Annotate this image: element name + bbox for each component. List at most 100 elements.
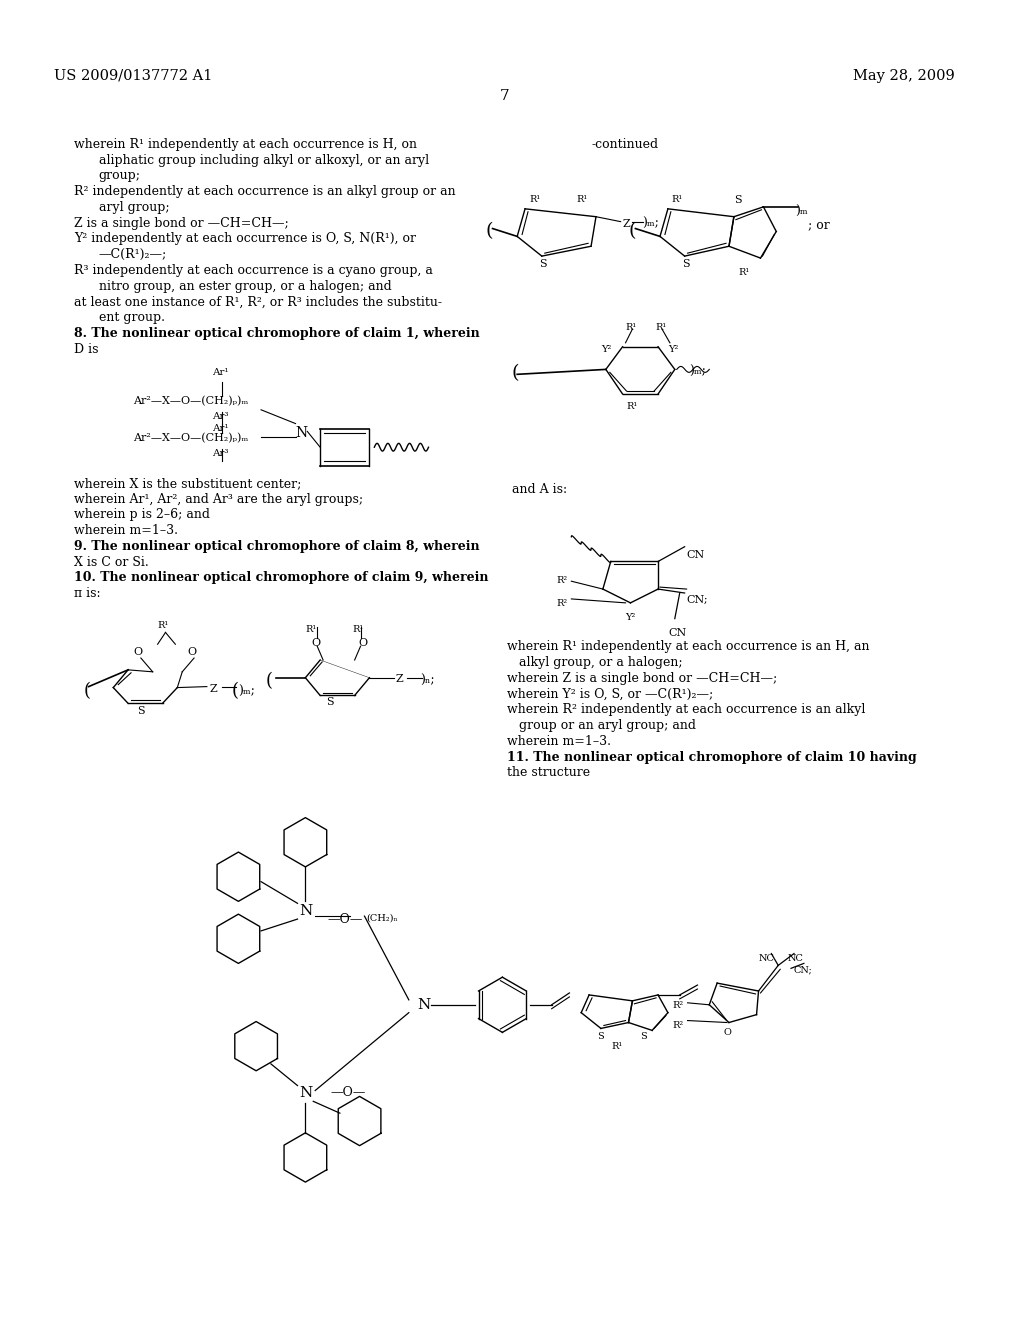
Text: N: N	[296, 425, 307, 440]
Text: )ₘ;: )ₘ;	[689, 364, 707, 378]
Text: N: N	[299, 1086, 312, 1101]
Text: R¹: R¹	[529, 195, 541, 205]
Text: R¹: R¹	[611, 1043, 623, 1051]
Text: Y² independently at each occurrence is O, S, N(R¹), or: Y² independently at each occurrence is O…	[74, 232, 416, 246]
Text: 10. The nonlinear optical chromophore of claim 9, wherein: 10. The nonlinear optical chromophore of…	[74, 572, 488, 585]
Text: O: O	[187, 647, 197, 657]
Text: Z is a single bond or —CH=CH—;: Z is a single bond or —CH=CH—;	[74, 216, 289, 230]
Text: wherein R² independently at each occurrence is an alkyl: wherein R² independently at each occurre…	[507, 704, 865, 717]
Text: group or an aryl group; and: group or an aryl group; and	[507, 719, 696, 733]
Text: D is: D is	[74, 343, 98, 356]
Text: )ₘ: )ₘ	[795, 205, 808, 218]
Text: π is:: π is:	[74, 587, 100, 601]
Text: Y²: Y²	[601, 345, 611, 354]
Text: R² independently at each occurrence is an alkyl group or an: R² independently at each occurrence is a…	[74, 185, 456, 198]
Text: CN;: CN;	[687, 595, 709, 605]
Text: O: O	[358, 639, 368, 648]
Text: R¹: R¹	[577, 195, 588, 205]
Text: R³ independently at each occurrence is a cyano group, a: R³ independently at each occurrence is a…	[74, 264, 433, 277]
Text: (: (	[84, 681, 91, 700]
Text: May 28, 2009: May 28, 2009	[853, 69, 954, 83]
Text: 8. The nonlinear optical chromophore of claim 1, wherein: 8. The nonlinear optical chromophore of …	[74, 327, 479, 341]
Text: R¹: R¹	[305, 624, 316, 634]
Text: X is C or Si.: X is C or Si.	[74, 556, 148, 569]
Text: R²: R²	[673, 1001, 684, 1010]
Text: R¹: R¹	[739, 268, 750, 277]
Text: 9. The nonlinear optical chromophore of claim 8, wherein: 9. The nonlinear optical chromophore of …	[74, 540, 479, 553]
Text: )ₘ;: )ₘ;	[642, 216, 659, 230]
Text: Ar²—X—O—(CH₂)ₚ)ₘ: Ar²—X—O—(CH₂)ₚ)ₘ	[133, 396, 248, 407]
Text: S: S	[734, 195, 741, 205]
Text: R¹: R¹	[655, 323, 667, 333]
Text: O: O	[133, 647, 142, 657]
Text: Z: Z	[623, 219, 630, 228]
Text: wherein R¹ independently at each occurrence is H, on: wherein R¹ independently at each occurre…	[74, 137, 417, 150]
Text: 7: 7	[500, 88, 509, 103]
Text: wherein m=1–3.: wherein m=1–3.	[507, 735, 611, 748]
Text: wherein Ar¹, Ar², and Ar³ are the aryl groups;: wherein Ar¹, Ar², and Ar³ are the aryl g…	[74, 492, 362, 506]
Text: Y²: Y²	[668, 345, 678, 354]
Text: N: N	[417, 998, 430, 1012]
Text: ; or: ; or	[808, 219, 829, 232]
Text: wherein X is the substituent center;: wherein X is the substituent center;	[74, 477, 301, 490]
Text: S: S	[597, 1032, 604, 1041]
Text: —O—: —O—	[327, 913, 362, 927]
Text: R¹: R¹	[157, 620, 168, 630]
Text: aliphatic group including alkyl or alkoxyl, or an aryl: aliphatic group including alkyl or alkox…	[98, 153, 429, 166]
Text: S: S	[682, 259, 689, 269]
Text: wherein R¹ independently at each occurrence is an H, an: wherein R¹ independently at each occurre…	[507, 640, 869, 653]
Text: wherein Z is a single bond or —CH=CH—;: wherein Z is a single bond or —CH=CH—;	[507, 672, 777, 685]
Text: R¹: R¹	[626, 323, 637, 333]
Text: 11. The nonlinear optical chromophore of claim 10 having: 11. The nonlinear optical chromophore of…	[507, 751, 918, 764]
Text: (: (	[266, 672, 273, 690]
Text: R¹: R¹	[627, 401, 638, 411]
Text: (CH₂)ₙ: (CH₂)ₙ	[367, 913, 398, 923]
Text: alkyl group, or a halogen;: alkyl group, or a halogen;	[507, 656, 683, 669]
Text: Z: Z	[396, 673, 403, 684]
Text: group;: group;	[98, 169, 140, 182]
Text: Ar¹: Ar¹	[212, 424, 228, 433]
Text: S: S	[327, 697, 334, 708]
Text: )ₙ;: )ₙ;	[421, 673, 435, 686]
Text: R²: R²	[557, 577, 567, 585]
Text: (: (	[629, 222, 636, 240]
Text: NC: NC	[759, 953, 774, 962]
Text: (: (	[485, 222, 494, 240]
Text: R²: R²	[673, 1020, 684, 1030]
Text: Ar³: Ar³	[212, 449, 228, 458]
Text: (: (	[511, 364, 519, 383]
Text: )ₘ;: )ₘ;	[239, 685, 255, 698]
Text: O: O	[311, 639, 321, 648]
Text: O: O	[723, 1028, 731, 1038]
Text: Ar³: Ar³	[212, 412, 228, 421]
Text: Y²: Y²	[626, 612, 636, 622]
Text: at least one instance of R¹, R², or R³ includes the substitu-: at least one instance of R¹, R², or R³ i…	[74, 296, 442, 309]
Text: US 2009/0137772 A1: US 2009/0137772 A1	[54, 69, 213, 83]
Text: S: S	[640, 1032, 647, 1041]
Text: NC: NC	[788, 953, 804, 962]
Text: Z: Z	[210, 684, 217, 693]
Text: nitro group, an ester group, or a halogen; and: nitro group, an ester group, or a haloge…	[98, 280, 391, 293]
Text: wherein p is 2–6; and: wherein p is 2–6; and	[74, 508, 210, 521]
Text: (: (	[231, 681, 239, 700]
Text: Ar²—X—O—(CH₂)ₚ)ₘ: Ar²—X—O—(CH₂)ₚ)ₘ	[133, 433, 248, 444]
Text: CN: CN	[687, 549, 705, 560]
Text: wherein m=1–3.: wherein m=1–3.	[74, 524, 178, 537]
Text: ent group.: ent group.	[98, 312, 165, 325]
Text: S: S	[137, 706, 144, 717]
Text: CN: CN	[668, 628, 686, 639]
Text: Ar¹: Ar¹	[212, 368, 228, 378]
Text: R¹: R¹	[672, 195, 683, 205]
Text: R²: R²	[557, 599, 567, 609]
Text: R¹: R¹	[352, 624, 364, 634]
Text: CN;: CN;	[794, 965, 813, 974]
Text: the structure: the structure	[507, 767, 591, 779]
Text: S: S	[539, 259, 547, 269]
Text: —C(R¹)₂—;: —C(R¹)₂—;	[98, 248, 167, 261]
Text: and A is:: and A is:	[512, 483, 567, 496]
Text: wherein Y² is O, S, or —C(R¹)₂—;: wherein Y² is O, S, or —C(R¹)₂—;	[507, 688, 714, 701]
Text: N: N	[299, 904, 312, 919]
Text: -continued: -continued	[592, 137, 659, 150]
Text: aryl group;: aryl group;	[98, 201, 169, 214]
Text: —O—: —O—	[330, 1085, 366, 1098]
